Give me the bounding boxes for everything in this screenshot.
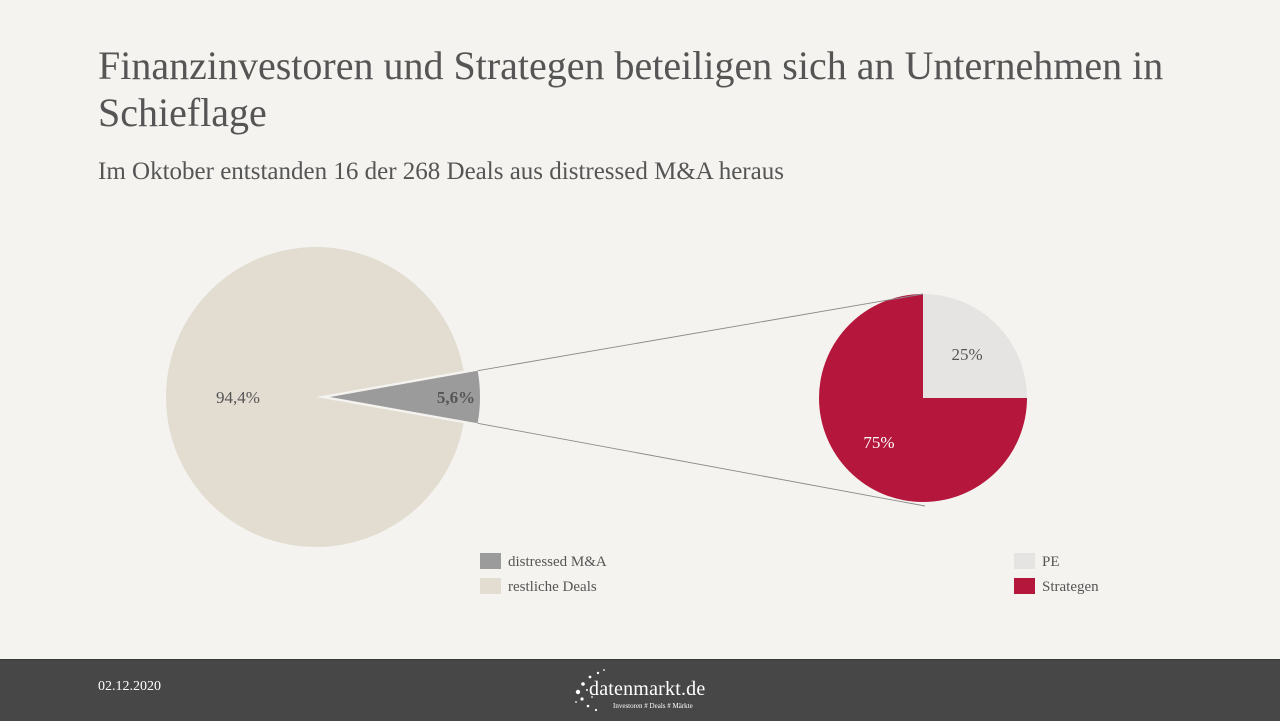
- pie-slice-strategen: [819, 294, 1027, 502]
- legend-swatch-pe: [1014, 553, 1035, 569]
- footer-bar: 02.12.2020 datenmarkt.de Investoren # De…: [0, 659, 1280, 721]
- logo-dots-icon: [575, 669, 605, 712]
- pie-slice-pe: [923, 294, 1027, 398]
- logo-wordmark: datenmarkt.de: [589, 678, 706, 700]
- footer-date: 02.12.2020: [98, 679, 161, 694]
- pie-slice-distressed-m-a: [330, 370, 480, 424]
- pie-of-pie-chart: 94,4% 5,6% 25% 75% distressed M&A restliche D…: [165, 247, 1099, 595]
- data-label-distressed-m-a: 5,6%: [437, 388, 475, 407]
- connector-line-bottom: [477, 422, 926, 507]
- data-label-restliche-deals: 94,4%: [216, 388, 260, 407]
- legend-label-restliche-deals: restliche Deals: [508, 579, 597, 595]
- legend-label-strategen: Strategen: [1042, 579, 1099, 595]
- data-label-strategen: 75%: [863, 433, 894, 452]
- legend-swatch-restliche-deals: [480, 578, 501, 594]
- datenmarkt-logo[interactable]: datenmarkt.de Investoren # Deals # Märkt…: [574, 666, 714, 716]
- legend-swatch-strategen: [1014, 578, 1035, 594]
- connector-line-top: [477, 293, 924, 372]
- legend-label-pe: PE: [1042, 554, 1060, 570]
- data-label-pe: 25%: [952, 345, 983, 364]
- slide-subtitle: Im Oktober entstanden 16 der 268 Deals a…: [98, 158, 784, 185]
- legend-label-distressed-m-a: distressed M&A: [508, 554, 607, 570]
- pie-slice-restliche-deals: [165, 247, 464, 547]
- legend-swatch-distressed-m-a: [480, 553, 501, 569]
- logo-tagline: Investoren # Deals # Märkte: [613, 702, 693, 710]
- slide-title: Finanzinvestoren und Strategen beteilige…: [98, 43, 1164, 135]
